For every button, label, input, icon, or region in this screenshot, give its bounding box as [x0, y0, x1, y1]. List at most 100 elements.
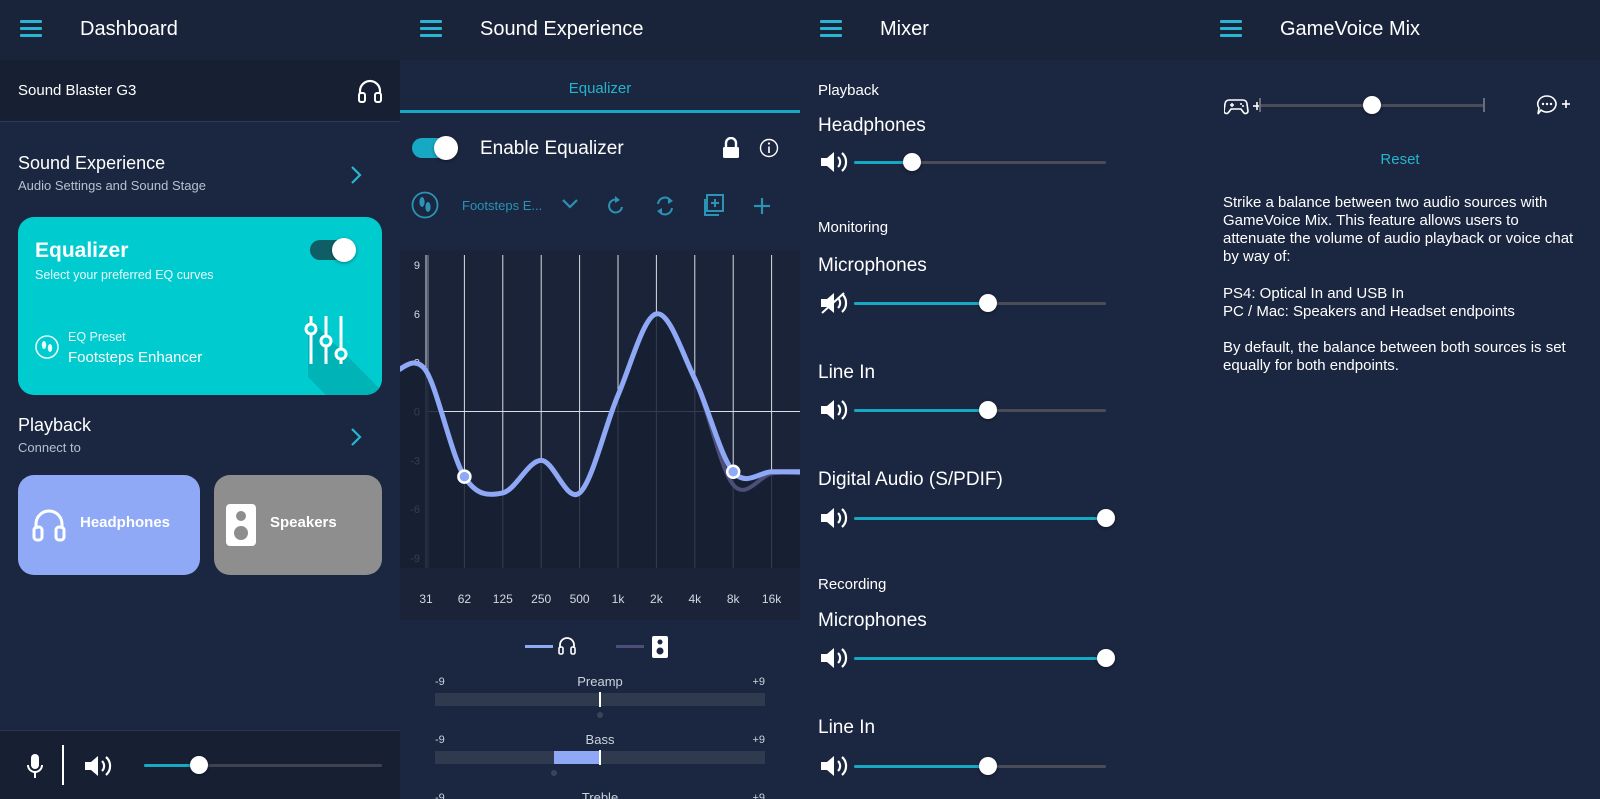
info-icon[interactable]	[759, 138, 779, 158]
sound-experience-screen: Sound Experience Equalizer Enable Equali…	[400, 0, 800, 799]
copy-icon[interactable]	[702, 194, 724, 216]
equalizer-card-title: Equalizer	[35, 239, 129, 262]
headphones-icon	[358, 79, 382, 103]
add-icon[interactable]	[753, 197, 771, 215]
volume-icon[interactable]	[820, 647, 848, 669]
preamp-slider[interactable]	[435, 692, 765, 718]
divider	[62, 745, 64, 785]
bass-max-label: +9	[752, 734, 765, 746]
equalizer-card-subtitle: Select your preferred EQ curves	[35, 268, 214, 282]
eq-preset-value: Footsteps Enhancer	[68, 349, 203, 366]
tab-equalizer[interactable]: Equalizer	[400, 60, 800, 113]
page-title: Sound Experience	[480, 18, 644, 40]
slider-handle[interactable]	[597, 712, 603, 718]
chat-plus-icon[interactable]	[1536, 94, 1576, 116]
tab-equalizer-label: Equalizer	[568, 80, 632, 97]
volume-icon[interactable]	[820, 755, 848, 777]
bass-min-label: -9	[435, 734, 445, 746]
menu-icon[interactable]	[820, 20, 842, 38]
volume-icon[interactable]	[820, 507, 848, 529]
y-tick-label: 9	[414, 260, 420, 272]
master-volume-slider[interactable]	[144, 754, 382, 776]
section-playback: Playback	[818, 82, 879, 99]
volume-slider[interactable]	[854, 292, 1106, 314]
slider-handle[interactable]	[551, 770, 558, 776]
playback-title: Playback	[18, 415, 92, 435]
speaker-icon	[226, 504, 256, 546]
x-tick-label: 125	[493, 592, 513, 606]
gamevoice-balance-slider[interactable]	[1259, 94, 1485, 116]
headphones-label: Headphones	[80, 514, 171, 531]
treble-max-label: +9	[752, 792, 765, 799]
x-tick-label: 31	[419, 592, 433, 606]
gamevoice-ps4-note: PS4: Optical In and USB In	[1223, 285, 1404, 302]
menu-icon[interactable]	[420, 20, 442, 38]
volume-icon[interactable]	[820, 399, 848, 421]
legend-headphones-line	[525, 645, 553, 648]
device-row[interactable]: Sound Blaster G3	[0, 60, 400, 122]
x-tick-label: 4k	[688, 592, 702, 606]
x-tick-label: 16k	[762, 592, 782, 606]
channel-recording-line-in-label: Line In	[818, 717, 876, 738]
channel-recording-microphones-label: Microphones	[818, 610, 927, 631]
preset-dropdown-label[interactable]: Footsteps E...	[462, 198, 543, 213]
footsteps-icon	[35, 335, 59, 359]
gamevoice-pc-note: PC / Mac: Speakers and Headset endpoints	[1223, 303, 1515, 320]
x-tick-label: 8k	[727, 592, 741, 606]
lock-icon[interactable]	[722, 137, 740, 159]
app-bar: GameVoice Mix	[1200, 0, 1600, 60]
page-title: Mixer	[880, 18, 929, 40]
chevron-down-icon[interactable]	[562, 199, 578, 209]
volume-icon[interactable]	[84, 755, 112, 777]
section-monitoring: Monitoring	[818, 219, 889, 236]
volume-slider[interactable]	[854, 647, 1115, 669]
page-title: Dashboard	[80, 18, 178, 40]
equalizer-toggle[interactable]	[310, 238, 356, 262]
reset-icon[interactable]	[606, 196, 626, 216]
bass-label: Bass	[585, 732, 615, 747]
speaker-icon[interactable]	[652, 636, 668, 658]
enable-equalizer-toggle[interactable]	[412, 136, 458, 160]
gamevoice-description: Strike a balance between two audio sourc…	[1223, 194, 1574, 265]
slider-right-stop	[1483, 98, 1485, 112]
menu-icon[interactable]	[20, 20, 42, 38]
channel-microphones-label: Microphones	[818, 255, 927, 276]
treble-min-label: -9	[435, 792, 445, 799]
y-tick-label: 6	[414, 309, 420, 321]
equalizer-graph[interactable]: 31621252505001k2k4k8k16k9630-3-6-9	[400, 250, 800, 620]
volume-slider[interactable]	[854, 755, 1106, 777]
gamepad-plus-icon[interactable]	[1224, 96, 1264, 116]
channel-digital-audio-label: Digital Audio (S/PDIF)	[818, 469, 1003, 490]
swap-icon[interactable]	[654, 195, 676, 217]
volume-slider[interactable]	[854, 399, 1106, 421]
dashboard-screen: Dashboard Sound Blaster G3 Sound Experie…	[0, 0, 400, 799]
chevron-right-icon[interactable]	[350, 165, 362, 185]
eq-band-handle[interactable]	[725, 464, 741, 479]
volume-slider[interactable]	[854, 507, 1115, 529]
headphones-output-button[interactable]: Headphones	[18, 475, 200, 575]
section-recording: Recording	[818, 576, 887, 593]
microphone-icon[interactable]	[27, 753, 43, 779]
device-name: Sound Blaster G3	[18, 82, 137, 99]
footsteps-icon[interactable]	[411, 191, 439, 219]
preamp-max-label: +9	[752, 676, 765, 688]
volume-muted-icon[interactable]	[820, 292, 848, 314]
speakers-output-button[interactable]: Speakers	[214, 475, 382, 575]
menu-icon[interactable]	[1220, 20, 1242, 38]
reset-button[interactable]: Reset	[1380, 151, 1420, 168]
headphones-icon[interactable]	[557, 636, 577, 656]
eq-band-handle[interactable]	[457, 469, 472, 484]
enable-equalizer-label: Enable Equalizer	[480, 138, 624, 159]
app-bar: Mixer	[800, 0, 1200, 60]
chevron-right-icon[interactable]	[350, 427, 362, 447]
equalizer-chart[interactable]: 31621252505001k2k4k8k16k9630-3-6-9	[400, 250, 800, 620]
slider-center-marker	[599, 750, 601, 765]
sliders-icon	[304, 316, 348, 364]
bass-slider[interactable]	[435, 750, 765, 776]
channel-headphones-label: Headphones	[818, 115, 926, 136]
volume-icon[interactable]	[820, 151, 848, 173]
equalizer-card[interactable]: Equalizer Select your preferred EQ curve…	[18, 217, 382, 395]
volume-slider[interactable]	[854, 151, 1106, 173]
sound-experience-subtitle: Audio Settings and Sound Stage	[18, 178, 206, 193]
bottom-volume-bar	[0, 730, 400, 799]
